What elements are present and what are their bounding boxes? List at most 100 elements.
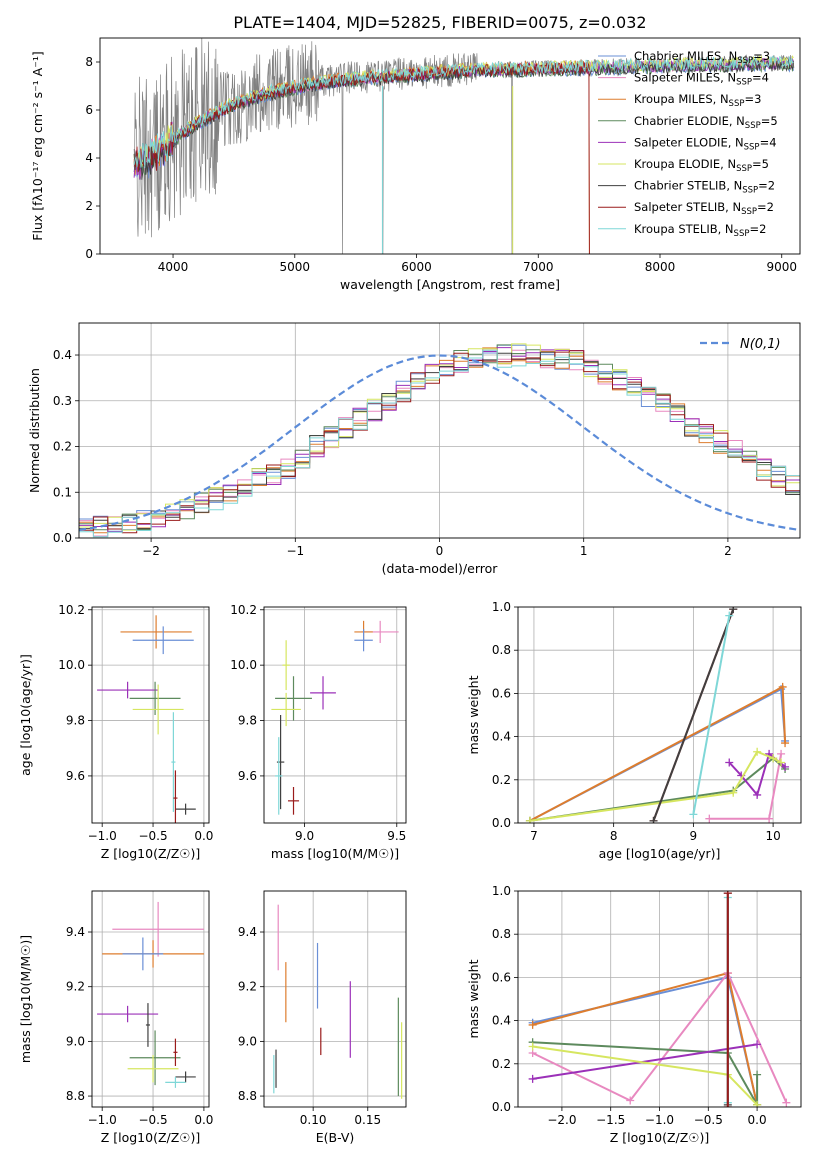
x-tick-label: 9 xyxy=(690,829,698,843)
y-tick-label: 2 xyxy=(85,199,93,213)
series-marker xyxy=(525,816,534,823)
series-marker xyxy=(528,1074,537,1083)
legend-label-main: Chabrier ELODIE, N xyxy=(634,114,745,128)
errorbar-point xyxy=(165,1076,186,1088)
series-marker xyxy=(781,739,790,748)
y-tick-label: 8.8 xyxy=(238,1089,257,1103)
legend-label-rest: =5 xyxy=(752,157,769,171)
errorbar-point xyxy=(275,676,312,721)
series-marker xyxy=(729,607,738,614)
errorbar-point xyxy=(175,1071,196,1083)
y-tick-label: 9.0 xyxy=(66,1034,85,1048)
x-axis-label: wavelength [Angstrom, rest frame] xyxy=(340,277,560,292)
errorbar-point xyxy=(310,676,336,710)
series-line-chabrier-miles xyxy=(532,976,759,1106)
y-tick-label: 0.8 xyxy=(492,927,511,941)
errorbar-point xyxy=(112,901,204,957)
axes-frame xyxy=(91,606,210,824)
y-tick-label: 0.6 xyxy=(492,686,511,700)
panel-mass_weight_vs_Z: −2.0 −1.5 −1.0 −0.5 0.0 0.0 0.2 0.4 0.6 0.8 1.0 Z [… xyxy=(466,884,802,1145)
y-tick-label: 10.0 xyxy=(230,658,257,672)
legend-label-sub: SSP xyxy=(745,121,761,131)
panel-age_vs_mass: 9.0 9.5 9.6 9.8 10.0 10.2 mass [log10(M/M☉)] xyxy=(230,603,407,861)
y-tick-label: 9.0 xyxy=(238,1034,257,1048)
plot-area xyxy=(92,891,209,1107)
y-tick-label: 0.2 xyxy=(492,1057,511,1071)
series-marker xyxy=(777,749,786,758)
errorbar-point xyxy=(127,1055,179,1083)
series-line-kroupa-miles xyxy=(532,971,759,1106)
x-tick-label: 10 xyxy=(765,829,780,843)
legend-label: Salpeter STELIB, NSSP=2 xyxy=(634,200,774,217)
legend-label-rest: =2 xyxy=(749,222,766,236)
errorbar-point xyxy=(173,770,178,823)
legend-label: Chabrier ELODIE, NSSP=5 xyxy=(634,114,778,131)
x-tick-label: −0.5 xyxy=(138,1113,167,1127)
x-tick-label: −1.0 xyxy=(88,1113,117,1127)
series-line-kroupa-elodie xyxy=(529,750,782,822)
y-tick-label: 0.6 xyxy=(492,970,511,984)
series-marker xyxy=(528,1020,537,1029)
y-axis-label: Flux [fλ10⁻¹⁷ erg cm⁻² s⁻¹ A⁻¹] xyxy=(30,51,45,240)
series-line-kroupa-elodie xyxy=(532,1045,758,1106)
legend-label: Kroupa STELIB, NSSP=2 xyxy=(634,222,766,239)
plot-area xyxy=(264,607,406,823)
x-tick-label: 2 xyxy=(724,544,732,558)
x-tick-label: 7 xyxy=(530,829,538,843)
legend-label-rest: =3 xyxy=(753,49,770,63)
legend-label: Chabrier MILES, NSSP=3 xyxy=(634,49,770,66)
series-line-chabrier-elodie xyxy=(532,1041,759,1107)
legend-label-sub: SSP xyxy=(736,164,752,174)
legend-label: N(0,1) xyxy=(740,337,781,352)
x-tick-label: −0.5 xyxy=(138,829,167,843)
plot-area xyxy=(264,891,406,1107)
model-line-kroupa-stelib xyxy=(133,55,794,169)
series-marker xyxy=(528,1042,537,1051)
x-tick-label: −1.0 xyxy=(88,829,117,843)
axes-frame xyxy=(517,890,802,1108)
x-tick-label: 0.10 xyxy=(300,1113,327,1127)
series-marker xyxy=(765,814,774,823)
series-marker xyxy=(753,790,762,799)
series-line-kroupa-stelib xyxy=(692,615,731,815)
legend-label-main: Kroupa STELIB, N xyxy=(634,222,734,236)
y-axis-label: mass weight xyxy=(466,675,481,754)
series-marker xyxy=(723,891,732,898)
errorbar-point xyxy=(97,681,159,699)
legend-label-sub: SSP xyxy=(737,56,753,66)
series-marker xyxy=(626,1096,635,1105)
errorbar-point xyxy=(129,1030,181,1086)
model-line-salpeter-stelib xyxy=(133,61,590,254)
legend-label-sub: SSP xyxy=(741,207,757,217)
plot-area xyxy=(518,607,801,823)
x-tick-label: 0 xyxy=(436,544,444,558)
errorbar-point xyxy=(275,737,283,815)
y-axis-label: Normed distribution xyxy=(27,368,42,493)
axes-frame xyxy=(99,37,801,255)
y-tick-label: 0.8 xyxy=(492,643,511,657)
axes-frame xyxy=(91,890,210,1108)
x-tick-label: 9.0 xyxy=(295,829,314,843)
y-tick-label: 9.4 xyxy=(66,925,85,939)
legend-label-rest: =4 xyxy=(760,135,777,149)
legend-label-rest: =2 xyxy=(758,179,775,193)
legend-label-sub: SSP xyxy=(729,99,745,109)
plot-area xyxy=(92,607,209,823)
axes-frame xyxy=(78,322,801,539)
x-tick-label: −1.5 xyxy=(596,1113,625,1127)
panel-mass_vs_EBV: 0.10 0.15 8.8 9.0 9.2 9.4 E(B-V) xyxy=(238,890,407,1145)
y-tick-label: 10.2 xyxy=(58,603,85,617)
x-axis-label: age [log10(age/yr)] xyxy=(599,846,721,861)
series-line-salpeter-miles xyxy=(709,753,783,820)
normal-curve xyxy=(79,354,800,532)
x-tick-label: 8000 xyxy=(645,260,676,274)
y-tick-label: 0.0 xyxy=(53,531,72,545)
hist-line-salpeter-miles xyxy=(79,348,800,537)
hist-line-chabrier-miles xyxy=(79,344,800,532)
series-marker xyxy=(769,754,778,763)
panel-mass_vs_Z: −1.0 −0.5 0.0 8.8 9.0 9.2 9.4 Z [log10(Z/Z☉)] ma… xyxy=(18,890,213,1145)
y-tick-label: 9.6 xyxy=(66,769,85,783)
y-tick-label: 4 xyxy=(85,151,93,165)
panel-residual_histogram: −2 −1 0 1 2 0.0 0.1 0.2 0.3 0.4 (data-model)/error… xyxy=(27,322,801,576)
